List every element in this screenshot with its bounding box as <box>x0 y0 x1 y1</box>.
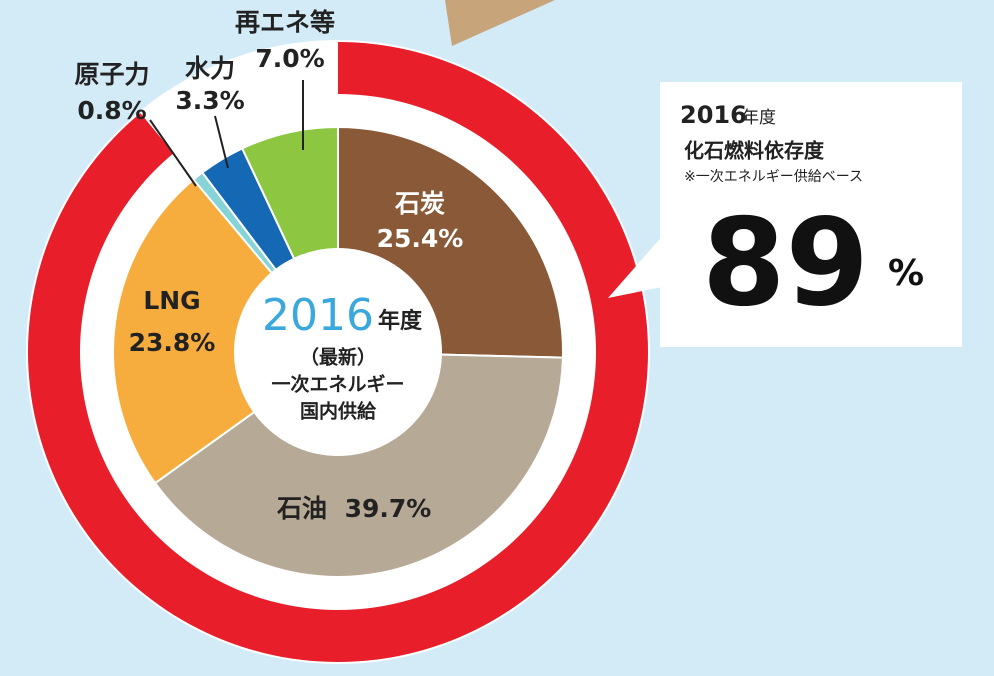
callout-year: 2016 <box>680 101 747 129</box>
center-line: （最新） <box>300 346 376 369</box>
callout-year-suffix: 年度 <box>742 108 776 128</box>
decoration <box>445 0 555 46</box>
donut-hole <box>234 248 442 456</box>
slice-label: 原子力 <box>74 60 149 89</box>
center-line: 国内供給 <box>300 400 377 423</box>
slice-value-label: 0.8% <box>77 96 146 125</box>
center-year-suffix: 年度 <box>378 308 423 334</box>
callout-note: ※一次エネルギー供給ベース <box>684 169 863 185</box>
slice-label: 石炭 <box>394 189 445 218</box>
center-year: 2016 <box>262 290 374 341</box>
callout-value: 89 <box>702 195 869 334</box>
slice-label: 石油 <box>276 494 327 523</box>
center-line: 一次エネルギー <box>271 373 404 396</box>
slice-value-label: 39.7% <box>345 494 432 523</box>
slice-value-label: 3.3% <box>175 86 244 115</box>
leader-line <box>214 115 229 169</box>
slice-label: LNG <box>143 286 200 315</box>
slice-label: 再エネ等 <box>235 8 335 37</box>
leader-line <box>149 119 197 187</box>
slice-value-label: 7.0% <box>255 44 324 73</box>
callout-title: 化石燃料依存度 <box>684 139 825 163</box>
slice-value-label: 25.4% <box>377 224 464 253</box>
slice-label: 水力 <box>185 54 235 83</box>
callout-unit: % <box>888 253 924 294</box>
callout-box <box>660 82 962 347</box>
slice-value-label: 23.8% <box>129 328 216 357</box>
callout-pointer <box>608 225 672 298</box>
